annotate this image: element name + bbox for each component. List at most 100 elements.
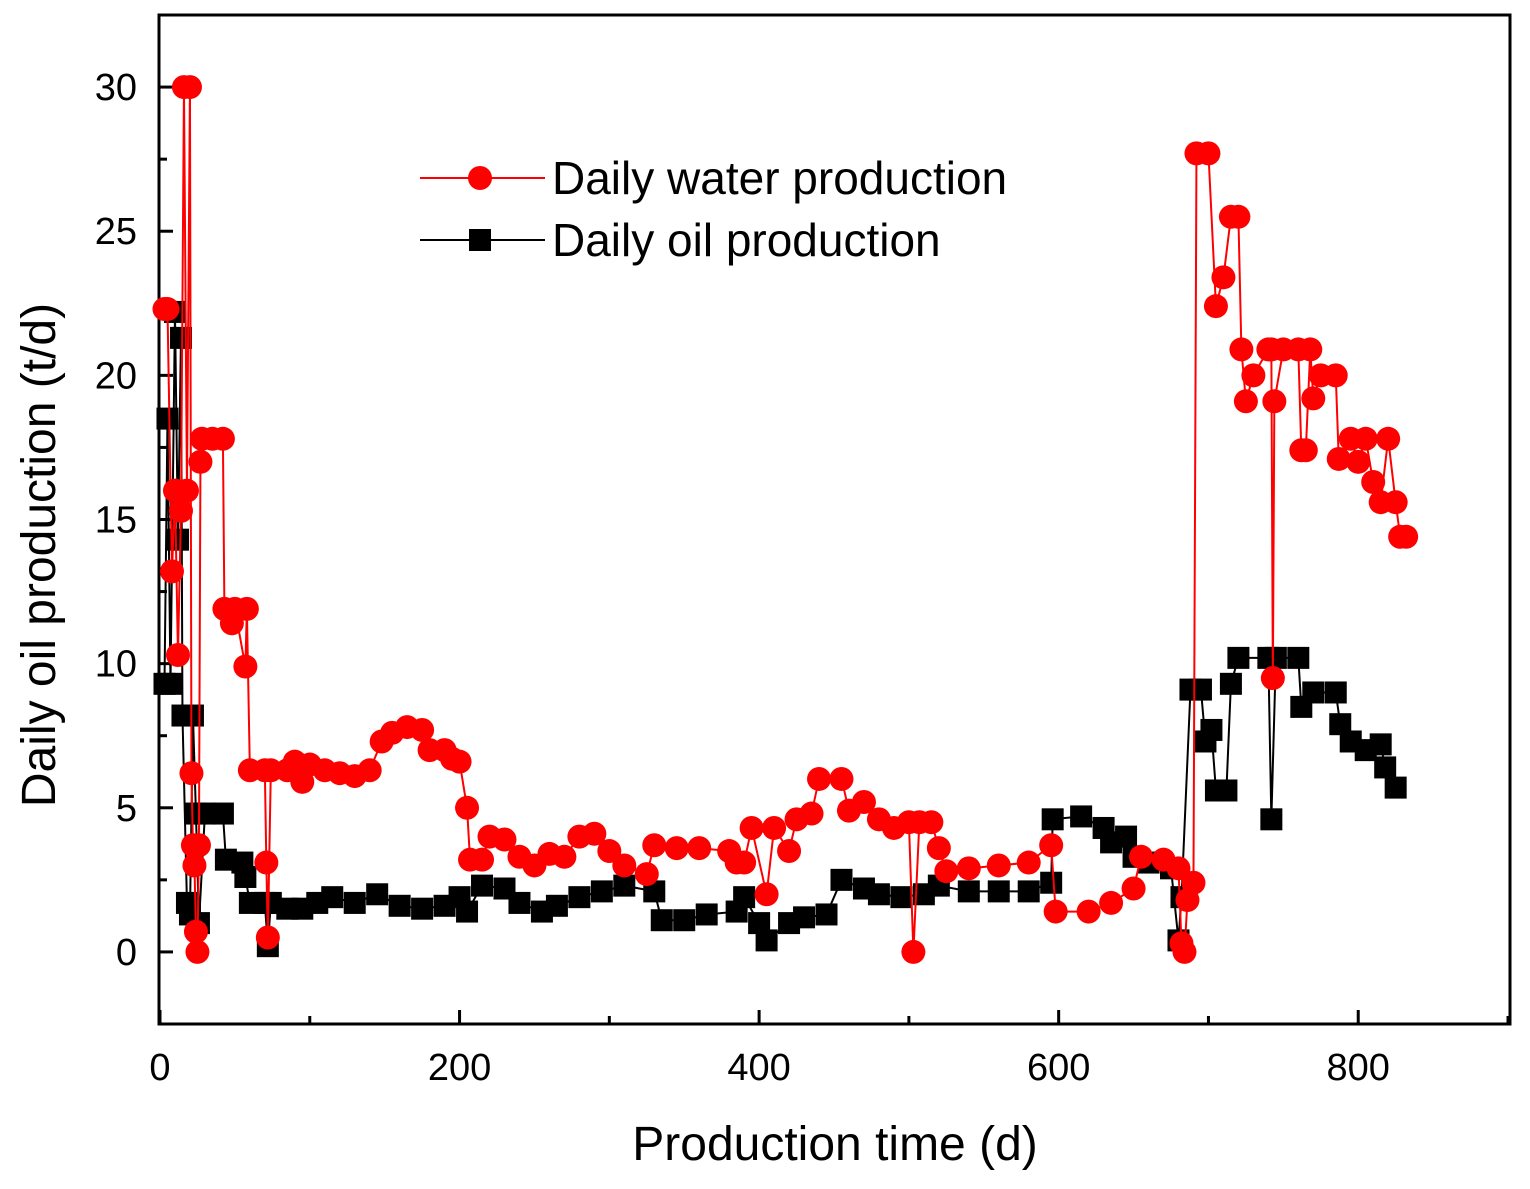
marker [613,874,636,897]
marker [183,919,208,944]
marker [590,880,613,903]
x-tick-label: 400 [727,1047,790,1089]
marker [181,704,204,727]
marker [673,909,696,932]
marker [1324,681,1347,704]
marker [492,827,517,852]
marker [166,528,189,551]
marker [732,850,757,875]
marker [1233,389,1258,414]
marker [1017,880,1040,903]
marker [1353,426,1378,451]
marker [1361,470,1386,495]
marker [762,815,787,840]
marker [1129,844,1154,869]
marker [1211,265,1236,290]
marker [642,833,667,858]
marker [1260,666,1285,691]
marker [552,844,577,869]
marker [471,874,494,897]
marker [210,426,235,451]
marker [156,407,179,430]
marker [1226,204,1251,229]
marker [1241,363,1266,388]
y-tick-label: 25 [95,211,137,253]
marker [447,749,472,774]
marker [545,894,568,917]
x-tick-label: 200 [428,1047,491,1089]
marker [155,297,180,322]
y-tick-label: 5 [116,788,137,830]
legend-marker [469,229,491,251]
marker [1264,646,1287,669]
marker [254,850,279,875]
marker [1326,446,1351,471]
marker [174,478,199,503]
marker [177,75,202,100]
marker [1203,294,1228,319]
y-tick-label: 0 [116,932,137,974]
marker [1172,939,1197,964]
marker [1043,899,1068,924]
x-axis-label: Production time (d) [632,1118,1038,1171]
x-tick-label: 600 [1027,1047,1090,1089]
marker [901,939,926,964]
marker [1076,899,1101,924]
marker [234,865,257,888]
marker [1346,449,1371,474]
marker [1383,490,1408,515]
marker [1070,805,1093,828]
marker [321,886,344,909]
marker [986,853,1011,878]
marker [1039,833,1064,858]
marker [186,833,211,858]
marker [1287,646,1310,669]
marker [1041,808,1064,831]
marker [1121,876,1146,901]
marker [410,717,435,742]
marker [634,862,659,887]
marker [411,897,434,920]
marker [188,449,213,474]
marker [456,900,479,923]
marker [234,596,259,621]
marker [830,868,853,891]
marker [957,880,980,903]
marker [470,847,495,872]
marker [1166,856,1191,881]
marker [1329,713,1352,736]
marker [890,886,913,909]
marker [1040,871,1063,894]
marker [597,839,622,864]
legend-label: Daily oil production [552,214,941,266]
marker [987,880,1010,903]
marker [1323,363,1348,388]
marker [1189,678,1212,701]
marker [664,836,689,861]
marker [1229,337,1254,362]
marker [956,856,981,881]
marker [1099,890,1124,915]
marker [1181,870,1206,895]
x-tick-label: 0 [149,1047,170,1089]
marker [919,810,944,835]
marker [1260,808,1283,831]
marker [508,891,531,914]
marker [1227,646,1250,669]
y-tick-label: 30 [95,67,137,109]
marker [754,882,779,907]
marker [1219,672,1242,695]
legend-marker [468,166,492,190]
marker [1200,718,1223,741]
marker [568,886,591,909]
y-axis-label: Daily oil production (t/d) [13,303,66,807]
marker [1376,426,1401,451]
marker [1374,756,1397,779]
y-tick-label: 20 [95,355,137,397]
marker [1298,337,1323,362]
marker [357,758,382,783]
marker [159,672,182,695]
legend-label: Daily water production [552,152,1007,204]
